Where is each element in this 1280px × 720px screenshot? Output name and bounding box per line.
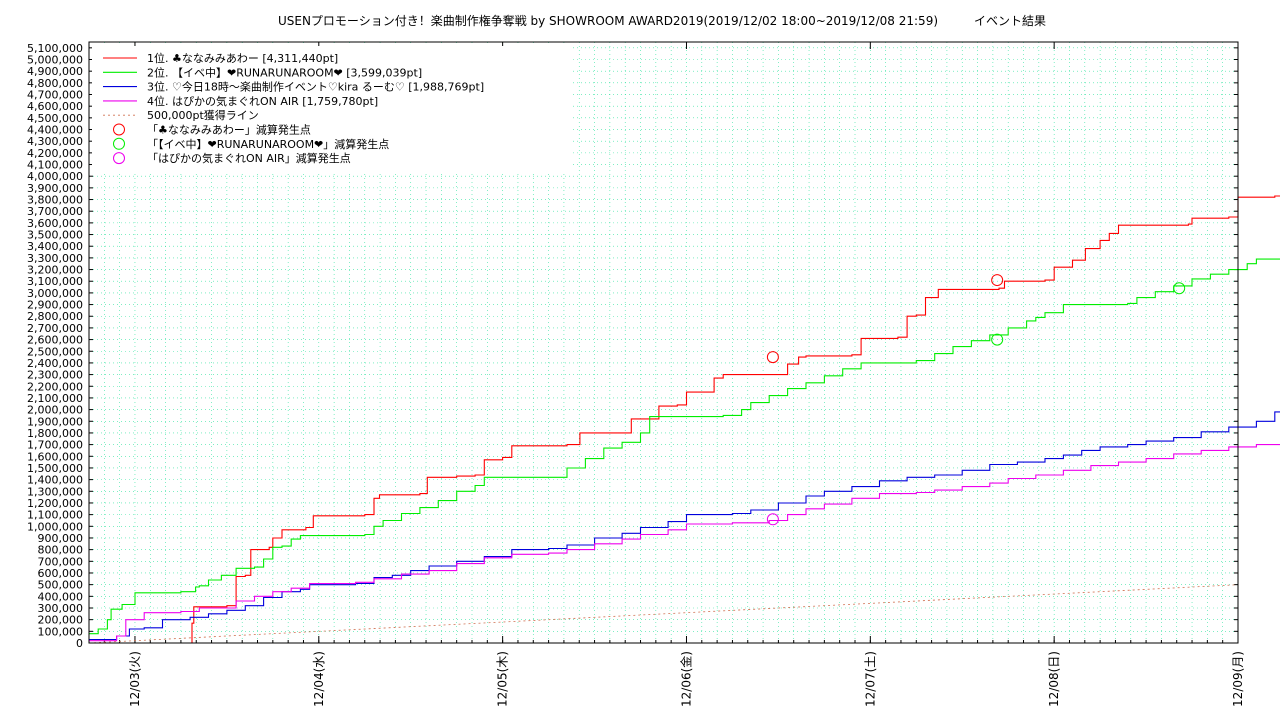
x-tick-label: 12/07(土)	[863, 651, 877, 707]
legend-marker-label-3: 「はぴかの気まぐれON AIR」減算発生点	[147, 151, 351, 165]
x-tick-label: 12/03(火)	[128, 651, 142, 707]
y-tick-label: 4,800,000	[27, 77, 83, 90]
y-tick-label: 900,000	[38, 532, 84, 545]
y-tick-label: 600,000	[38, 567, 84, 580]
y-tick-label: 300,000	[38, 602, 84, 615]
legend-marker-1	[113, 123, 125, 136]
y-tick-label: 3,000,000	[27, 287, 83, 300]
y-tick-label: 700,000	[38, 555, 84, 568]
y-tick-label: 3,300,000	[27, 252, 83, 265]
x-tick-label: 12/08(日)	[1047, 651, 1061, 707]
x-tick-label: 12/05(木)	[496, 651, 510, 707]
y-tick-label: 2,600,000	[27, 334, 83, 347]
y-tick-label: 2,300,000	[27, 369, 83, 382]
y-tick-label: 2,900,000	[27, 299, 83, 312]
legend-entry-3: 3位. ♡今日18時～楽曲制作イベント♡kira るーむ♡ [1,988,769…	[147, 80, 484, 94]
y-tick-label: 0	[76, 637, 83, 650]
y-tick-label: 4,900,000	[27, 65, 83, 78]
marker-point-2	[1173, 282, 1186, 295]
x-tick-label: 12/04(水)	[312, 651, 326, 707]
y-axis: 0100,000200,000300,000400,000500,000600,…	[27, 42, 1238, 650]
x-tick-label: 12/06(金)	[678, 651, 693, 707]
y-tick-label: 4,200,000	[27, 147, 83, 160]
markers-group	[766, 274, 1186, 526]
y-tick-label: 4,500,000	[27, 112, 83, 125]
y-tick-label: 1,800,000	[27, 427, 83, 440]
y-tick-label: 3,800,000	[27, 194, 83, 207]
y-tick-label: 2,200,000	[27, 380, 83, 393]
x-axis: 12/03(火) 12/04(水) 12/05(木) 12/06(金) 12/07(土)…	[88, 42, 1245, 707]
y-tick-label: 1,400,000	[27, 474, 83, 487]
chart-title: USENプロモーション付き！楽曲制作権争奪戦 by SHOWROOM AWARD…	[278, 13, 1046, 28]
y-tick-label: 1,200,000	[27, 497, 83, 510]
y-tick-label: 2,800,000	[27, 310, 83, 323]
y-tick-label: 2,700,000	[27, 322, 83, 335]
y-tick-label: 3,600,000	[27, 217, 83, 230]
y-tick-label: 3,500,000	[27, 229, 83, 242]
legend-marker-label-2: 「【イベ中】❤RUNARUNAROOM❤」減算発生点	[147, 137, 389, 151]
y-tick-label: 2,500,000	[27, 345, 83, 358]
y-tick-label: 4,600,000	[27, 100, 83, 113]
y-tick-label: 1,100,000	[27, 509, 83, 522]
y-tick-label: 3,100,000	[27, 275, 83, 288]
y-tick-label: 3,400,000	[27, 240, 83, 253]
series-line-2	[89, 258, 1280, 635]
y-tick-label: 1,000,000	[27, 520, 83, 533]
y-tick-label: 4,700,000	[27, 89, 83, 102]
y-tick-label: 4,000,000	[27, 170, 83, 183]
y-tick-label: 4,100,000	[27, 159, 83, 172]
y-tick-label: 1,600,000	[27, 450, 83, 463]
legend-entry-5: 500,000pt獲得ライン	[147, 109, 259, 122]
legend-marker-3	[113, 152, 125, 165]
series-line-3	[89, 411, 1280, 641]
legend-entry-2: 2位. 【イベ中】❤RUNARUNAROOM❤ [3,599,039pt]	[147, 65, 422, 79]
x-tick-label: 12/09(月)	[1231, 651, 1245, 707]
legend-marker-2	[113, 137, 125, 150]
y-tick-label: 500,000	[38, 579, 84, 592]
y-tick-label: 5,000,000	[27, 54, 83, 67]
legend-entry-4: 4位. はぴかの気まぐれON AIR [1,759,780pt]	[147, 94, 378, 108]
series-line-4	[89, 444, 1280, 642]
series-line-1	[190, 195, 1280, 644]
y-tick-label: 800,000	[38, 544, 84, 557]
y-tick-label: 1,900,000	[27, 415, 83, 428]
y-tick-label: 5,100,000	[27, 42, 83, 55]
marker-point-1	[991, 274, 1004, 287]
marker-point-1	[766, 351, 779, 364]
legend: 1位. ♣ななみみあわー [4,311,440pt]2位. 【イベ中】❤RUNA…	[92, 46, 570, 171]
series-group	[88, 195, 1280, 644]
legend-background	[92, 46, 570, 171]
y-tick-label: 1,500,000	[27, 462, 83, 475]
legend-entry-1: 1位. ♣ななみみあわー [4,311,440pt]	[147, 51, 338, 65]
y-tick-label: 2,000,000	[27, 404, 83, 417]
series-line-5	[88, 584, 1239, 644]
y-tick-label: 3,700,000	[27, 205, 83, 218]
y-tick-label: 3,900,000	[27, 182, 83, 195]
y-tick-label: 200,000	[38, 614, 84, 627]
y-tick-label: 4,300,000	[27, 135, 83, 148]
y-tick-label: 2,100,000	[27, 392, 83, 405]
y-tick-label: 100,000	[38, 625, 84, 638]
y-tick-label: 400,000	[38, 590, 84, 603]
marker-point-3	[766, 513, 779, 526]
y-tick-label: 4,400,000	[27, 124, 83, 137]
plot-frame	[88, 41, 1239, 644]
y-tick-label: 2,400,000	[27, 357, 83, 370]
y-tick-label: 3,200,000	[27, 264, 83, 277]
marker-point-2	[991, 333, 1004, 346]
y-tick-label: 1,300,000	[27, 485, 83, 498]
legend-marker-label-1: 「♣ななみみあわー」減算発生点	[147, 123, 311, 137]
y-tick-label: 1,700,000	[27, 439, 83, 452]
